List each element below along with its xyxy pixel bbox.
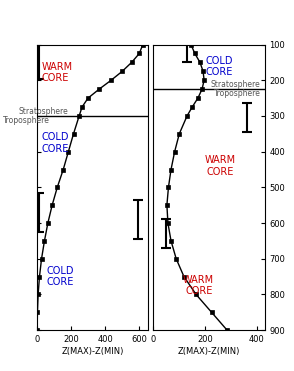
Text: Troposphere: Troposphere (3, 116, 50, 125)
Text: WARM
CORE: WARM CORE (41, 62, 73, 83)
Text: COLD
CORE: COLD CORE (41, 132, 69, 154)
Text: Troposphere: Troposphere (214, 89, 261, 98)
Text: Stratosphere: Stratosphere (19, 107, 69, 116)
Text: Stratosphere: Stratosphere (211, 80, 261, 89)
Text: COLD
CORE: COLD CORE (46, 266, 74, 288)
Text: WARM
CORE: WARM CORE (183, 275, 214, 296)
Text: WARM
CORE: WARM CORE (205, 155, 236, 177)
X-axis label: Z(MAX)-Z(MIN): Z(MAX)-Z(MIN) (178, 347, 240, 356)
Text: COLD
CORE: COLD CORE (206, 56, 233, 78)
X-axis label: Z(MAX)-Z(MIN): Z(MAX)-Z(MIN) (61, 347, 123, 356)
